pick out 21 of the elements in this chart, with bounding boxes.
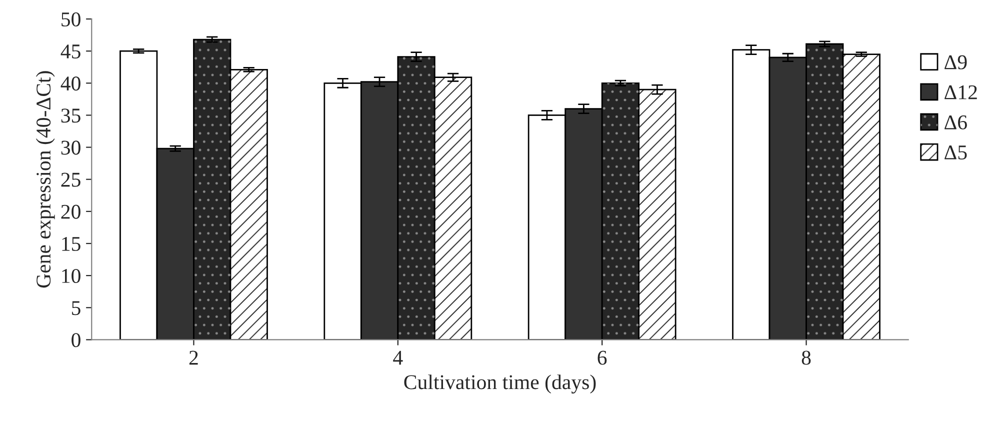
y-tick-label: 15: [62, 236, 80, 251]
y-tick-label: 45: [60, 44, 80, 58]
y-tick-label: 50: [62, 12, 80, 26]
y-tick-label: 10: [62, 268, 80, 283]
legend-label: Δ9: [944, 55, 967, 70]
x-tick-label: 4: [393, 350, 403, 365]
legend-label: Δ12: [944, 85, 977, 100]
y-tick-label: 25: [61, 172, 80, 187]
legend-label: Δ5: [944, 146, 967, 160]
x-tick-label: 6: [598, 350, 607, 365]
y-tick-label: 35: [61, 108, 80, 123]
y-tick-label: 0: [72, 333, 80, 348]
x-axis-title: Cultivation time (days): [404, 374, 596, 394]
y-tick-label: 5: [72, 301, 80, 316]
x-tick-label: 2: [189, 350, 198, 365]
x-tick-label: 8: [802, 350, 811, 365]
y-tick-label: 20: [61, 204, 80, 219]
legend-label: Δ6: [944, 115, 967, 130]
y-axis-title: Gene expression (40-ΔCt): [36, 71, 55, 288]
y-tick-label: 40: [60, 76, 80, 91]
y-tick-label: 30: [61, 140, 80, 155]
